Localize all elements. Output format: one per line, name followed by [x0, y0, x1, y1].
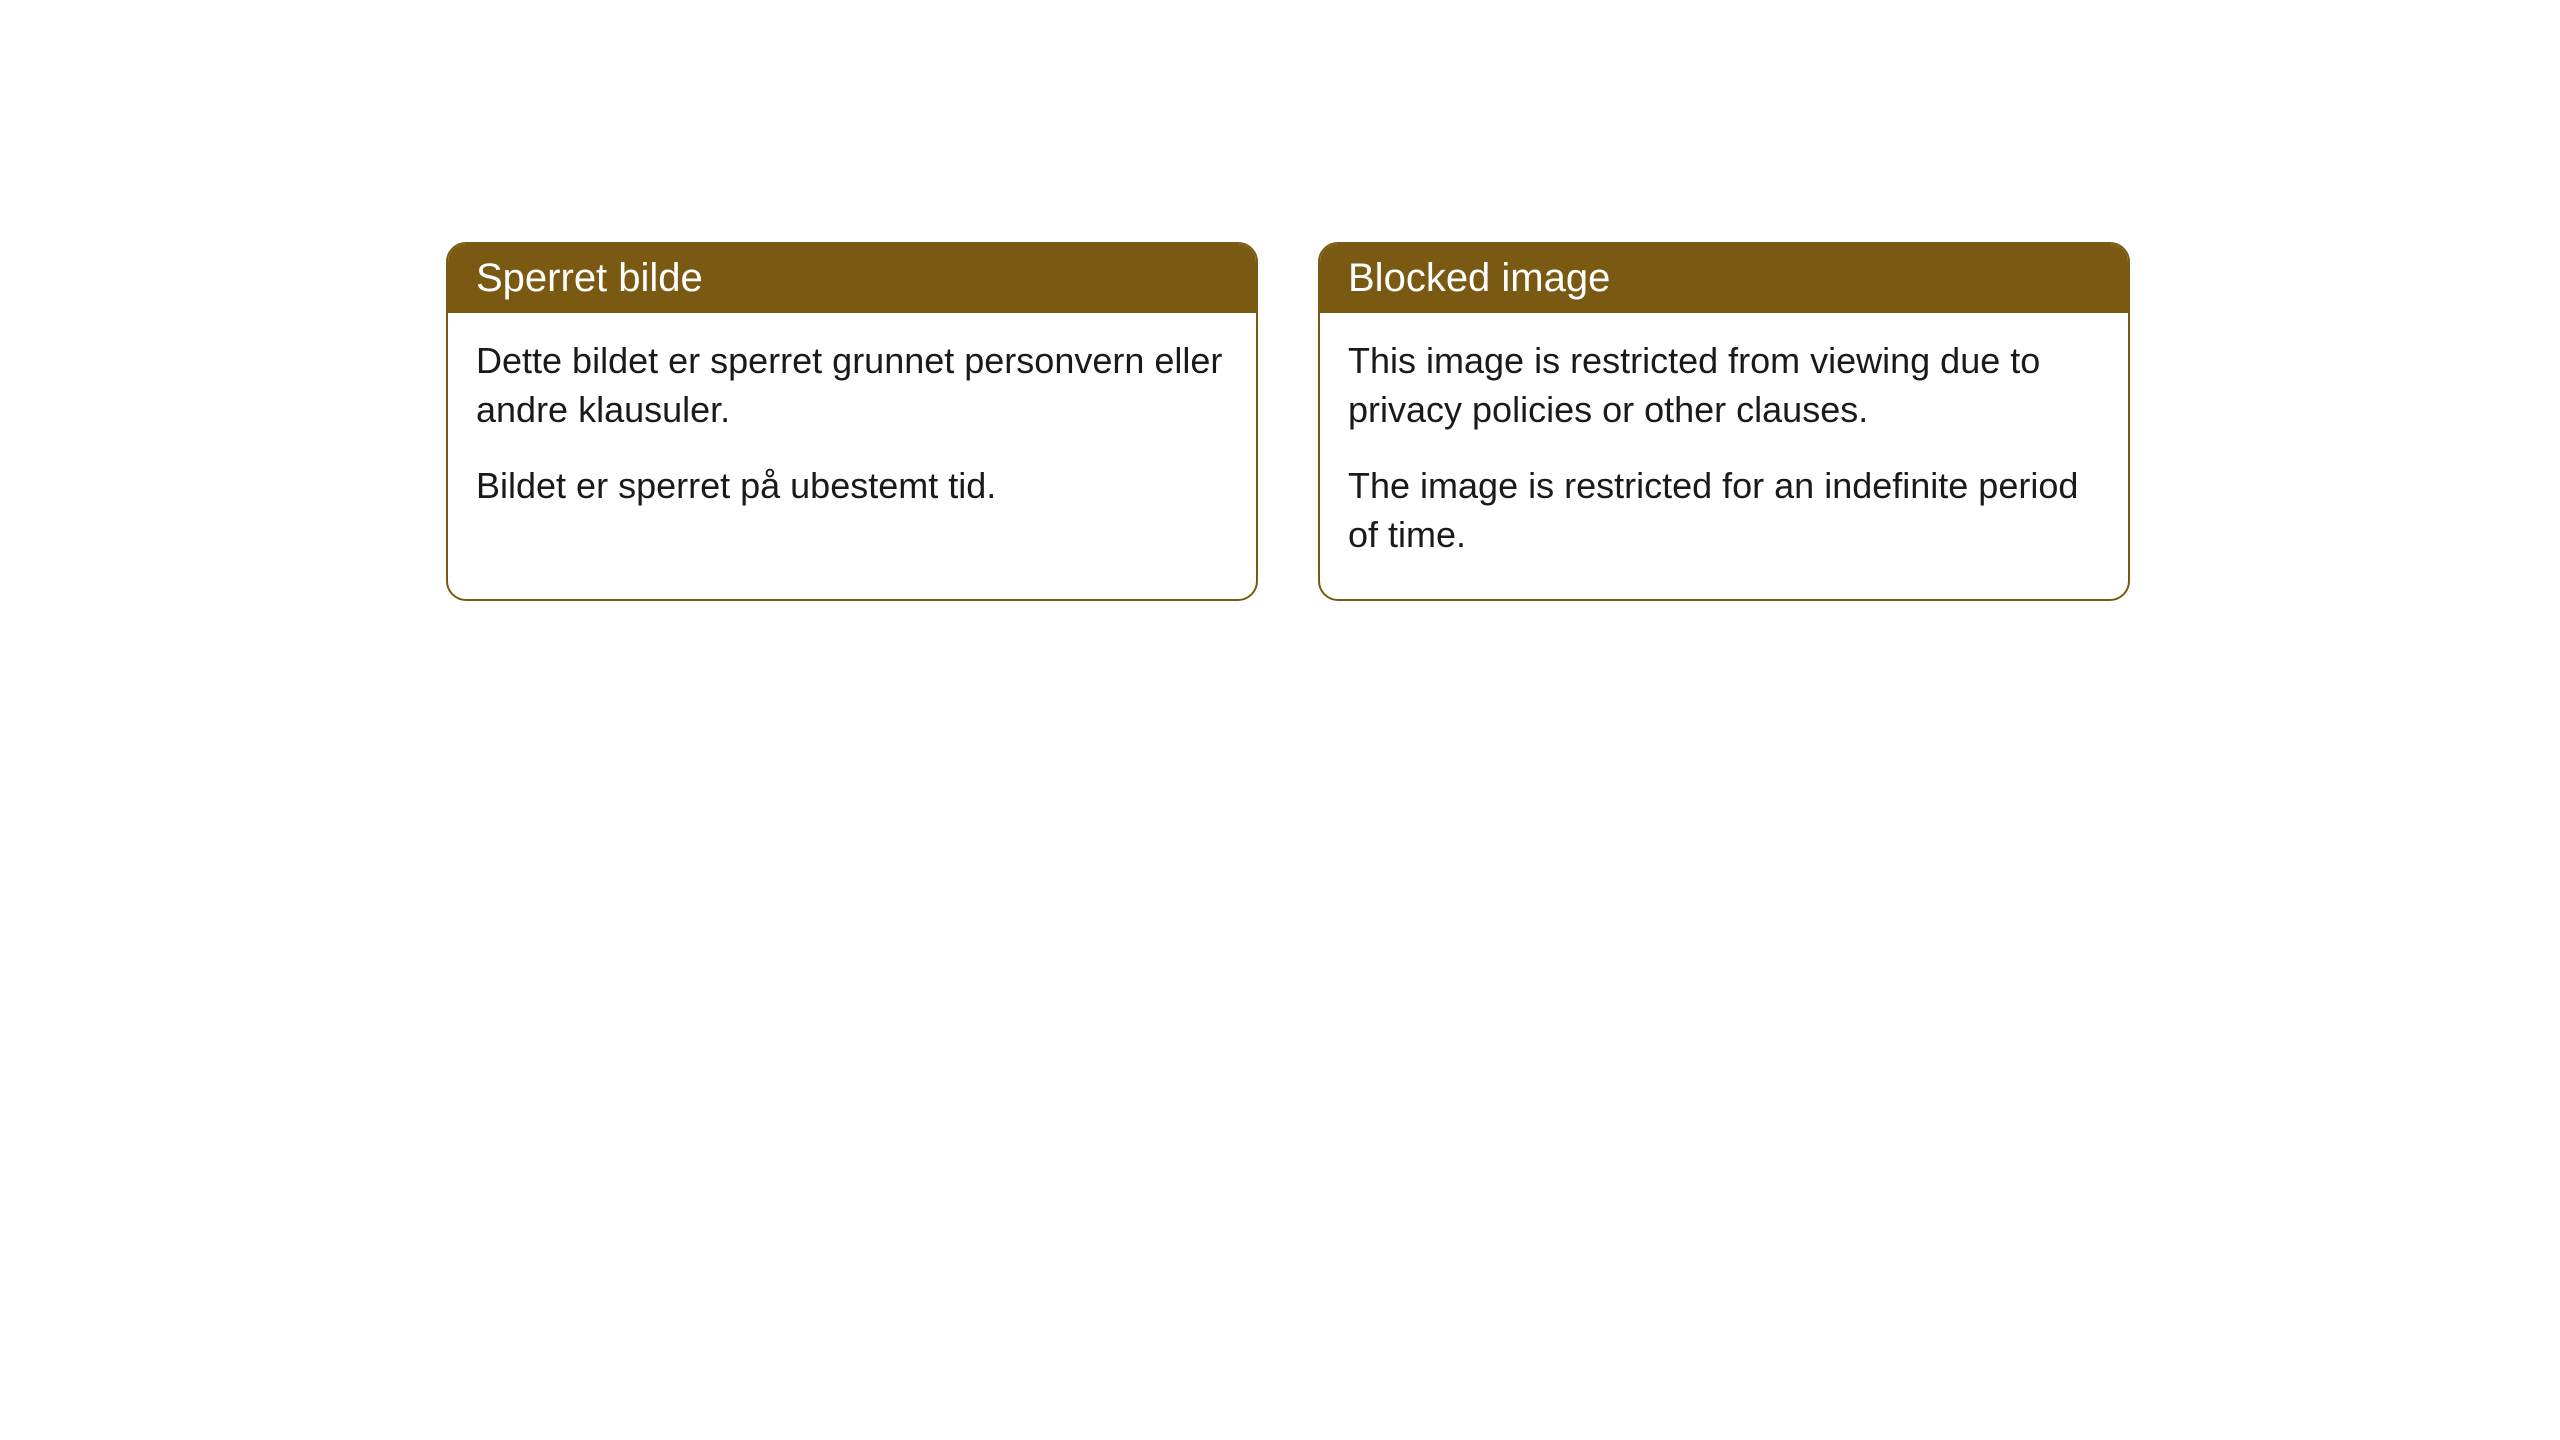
card-paragraph: The image is restricted for an indefinit…	[1348, 462, 2100, 559]
notice-card-english: Blocked image This image is restricted f…	[1318, 242, 2130, 601]
card-body: Dette bildet er sperret grunnet personve…	[448, 313, 1256, 551]
card-paragraph: Bildet er sperret på ubestemt tid.	[476, 462, 1228, 511]
notice-cards-container: Sperret bilde Dette bildet er sperret gr…	[446, 242, 2130, 601]
card-header: Sperret bilde	[448, 244, 1256, 313]
card-paragraph: This image is restricted from viewing du…	[1348, 337, 2100, 434]
card-title: Sperret bilde	[476, 256, 703, 300]
notice-card-norwegian: Sperret bilde Dette bildet er sperret gr…	[446, 242, 1258, 601]
card-paragraph: Dette bildet er sperret grunnet personve…	[476, 337, 1228, 434]
card-title: Blocked image	[1348, 256, 1610, 300]
card-body: This image is restricted from viewing du…	[1320, 313, 2128, 599]
card-header: Blocked image	[1320, 244, 2128, 313]
